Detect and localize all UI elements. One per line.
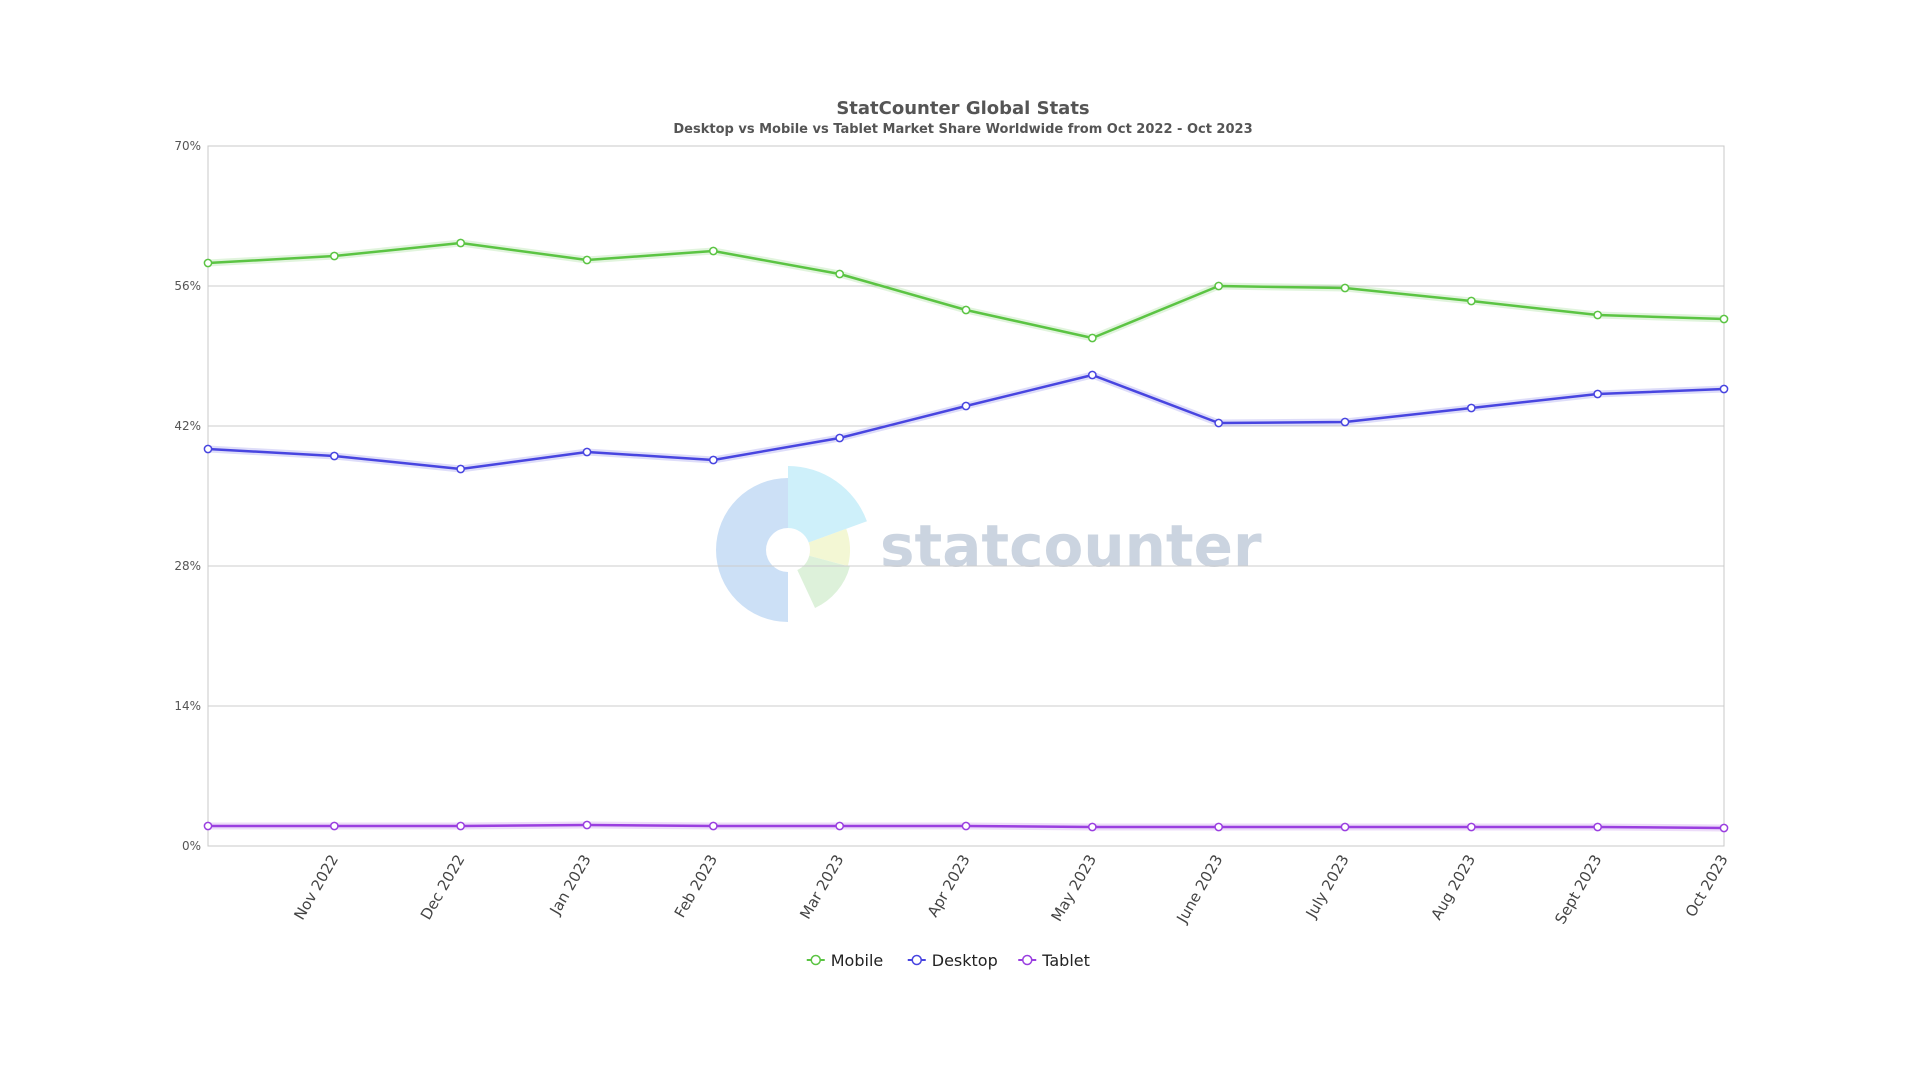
data-point[interactable] (961, 821, 971, 831)
legend: Mobile Desktop Tablet (806, 951, 1090, 970)
data-point[interactable] (1466, 822, 1476, 832)
y-axis-ticks: 0% 14% 28% 42% 56% 70% (174, 139, 201, 853)
series-layer (203, 238, 1729, 833)
watermark-text: statcounter (880, 512, 1262, 580)
data-point[interactable] (708, 455, 718, 465)
data-point[interactable] (1340, 417, 1350, 427)
chart-title: StatCounter Global Stats (836, 98, 1089, 119)
data-point[interactable] (708, 821, 718, 831)
series-tablet (203, 820, 1729, 833)
y-tick-label: 42% (174, 419, 201, 433)
chart-subtitle: Desktop vs Mobile vs Tablet Market Share… (673, 122, 1252, 137)
data-point[interactable] (961, 305, 971, 315)
statcounter-watermark: statcounter (716, 466, 1262, 622)
x-tick-label: Sept 2023 (1551, 852, 1605, 928)
x-tick-label: May 2023 (1048, 852, 1101, 925)
series-line-shadow (207, 371, 1725, 473)
series-desktop (203, 370, 1729, 474)
data-point[interactable] (456, 464, 466, 474)
x-tick-label: Jan 2023 (546, 852, 595, 919)
data-point[interactable] (835, 269, 845, 279)
grid-lines (208, 145, 1724, 847)
data-point[interactable] (708, 246, 718, 256)
legend-label: Tablet (1041, 951, 1090, 970)
data-point[interactable] (1719, 823, 1729, 833)
data-point[interactable] (456, 821, 466, 831)
data-point[interactable] (835, 821, 845, 831)
logo-segment (716, 478, 788, 622)
data-point[interactable] (582, 255, 592, 265)
data-point[interactable] (835, 433, 845, 443)
legend-item-mobile[interactable]: Mobile (806, 951, 883, 970)
series-line (207, 241, 1725, 340)
data-point[interactable] (329, 451, 339, 461)
logo-segment (797, 555, 850, 609)
y-tick-label: 0% (182, 839, 201, 853)
data-point[interactable] (1719, 384, 1729, 394)
y-tick-label: 14% (174, 699, 201, 713)
data-point[interactable] (1719, 314, 1729, 324)
logo-segment (788, 466, 867, 543)
x-tick-label: Oct 2023 (1682, 852, 1732, 921)
y-tick-label: 56% (174, 279, 201, 293)
x-tick-label: Nov 2022 (290, 852, 342, 924)
data-point[interactable] (961, 401, 971, 411)
data-point[interactable] (1466, 296, 1476, 306)
x-tick-label: Dec 2022 (417, 852, 469, 923)
data-point[interactable] (1087, 822, 1097, 832)
data-point[interactable] (1087, 333, 1097, 343)
legend-swatch-marker (810, 954, 821, 966)
data-point[interactable] (456, 238, 466, 248)
legend-swatch-marker (1022, 954, 1033, 966)
data-point[interactable] (1593, 389, 1603, 399)
data-point[interactable] (1214, 418, 1224, 428)
series-line-shadow (207, 239, 1725, 342)
legend-label: Desktop (932, 951, 998, 970)
logo-segment (808, 528, 850, 567)
series-line (207, 373, 1725, 471)
x-tick-label: Apr 2023 (924, 852, 974, 921)
y-tick-label: 28% (174, 559, 201, 573)
data-point[interactable] (1340, 283, 1350, 293)
data-point[interactable] (203, 258, 213, 268)
data-point[interactable] (582, 447, 592, 457)
x-tick-label: July 2023 (1302, 852, 1353, 922)
data-point[interactable] (1593, 310, 1603, 320)
data-point[interactable] (1214, 822, 1224, 832)
data-point[interactable] (1214, 281, 1224, 291)
x-tick-label: Aug 2023 (1427, 852, 1479, 924)
x-tick-label: Feb 2023 (671, 852, 721, 921)
statcounter-logo-icon (716, 466, 867, 622)
data-point[interactable] (1087, 370, 1097, 380)
x-axis-ticks: Nov 2022 Dec 2022 Jan 2023 Feb 2023 Mar 2023… (290, 852, 1731, 928)
legend-item-desktop[interactable]: Desktop (907, 951, 998, 970)
legend-swatch-marker (911, 954, 922, 966)
data-point[interactable] (203, 444, 213, 454)
legend-label: Mobile (831, 951, 883, 970)
data-point[interactable] (582, 820, 592, 830)
x-tick-label: June 2023 (1173, 852, 1227, 927)
x-tick-label: Mar 2023 (796, 852, 847, 923)
data-point[interactable] (1466, 403, 1476, 413)
data-point[interactable] (1340, 822, 1350, 832)
plot-frame (207, 145, 1725, 847)
series-mobile (203, 238, 1729, 343)
y-tick-label: 70% (174, 139, 201, 153)
data-point[interactable] (203, 821, 213, 831)
data-point[interactable] (1593, 822, 1603, 832)
data-point[interactable] (329, 821, 339, 831)
data-point[interactable] (329, 251, 339, 261)
legend-item-tablet[interactable]: Tablet (1018, 951, 1090, 970)
